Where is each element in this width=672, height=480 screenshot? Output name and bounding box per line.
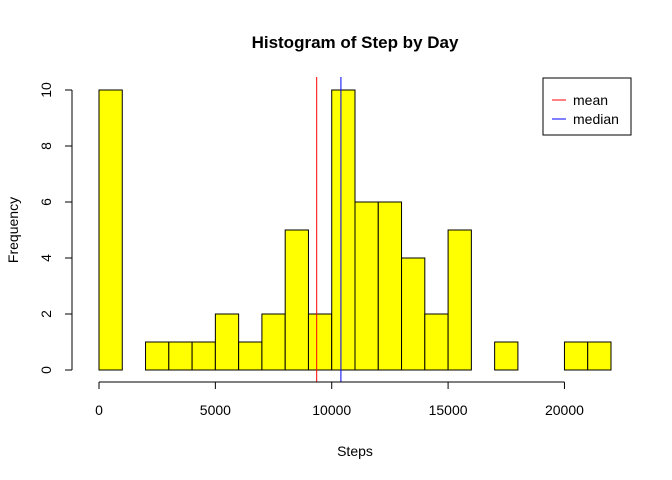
histogram-bar [168,341,193,371]
histogram-bar [494,341,519,371]
histogram-bar [98,89,123,371]
histogram-bar [238,341,263,371]
y-axis-label: Frequency [5,197,21,263]
y-tick-label: 8 [38,142,54,150]
x-tick-label: 0 [95,402,103,418]
histogram-bar [214,313,240,371]
chart-title: Histogram of Step by Day [252,33,459,52]
x-axis: 0 5000 10000 15000 20000 [95,381,584,418]
y-tick-label: 10 [38,82,54,98]
x-tick-label: 10000 [312,402,351,418]
histogram-bar [447,229,472,371]
legend-label-median: median [573,111,619,127]
histogram-bar [587,341,612,371]
histogram-bar [284,229,309,371]
y-tick-label: 4 [38,254,54,262]
legend: mean median [542,77,632,136]
histogram-bar [145,341,170,371]
histogram-bar [307,313,333,371]
histogram-bar [191,341,216,371]
histogram-bar [261,313,286,371]
y-tick-label: 0 [38,366,54,374]
reference-lines-group [316,77,342,382]
histogram-bar [424,313,449,371]
x-axis-label: Steps [337,443,373,459]
x-tick-label: 15000 [429,402,468,418]
x-tick-label: 5000 [200,402,231,418]
x-tick-label: 20000 [545,402,584,418]
histogram-bar [377,201,403,371]
legend-box [542,77,632,136]
histogram-bar [563,341,589,371]
histogram-bar [401,257,426,371]
histogram-bar [331,89,356,371]
legend-label-mean: mean [573,92,608,108]
histogram-bar [354,201,379,371]
y-tick-label: 2 [38,310,54,318]
y-tick-label: 6 [38,198,54,206]
y-axis: 0 2 4 6 8 10 [38,82,73,374]
bars-group [98,89,612,371]
